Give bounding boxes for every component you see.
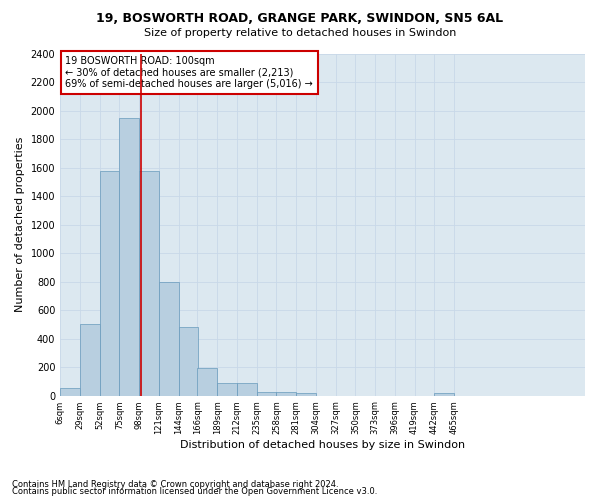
Bar [296, 392, 316, 396]
Bar [277, 392, 296, 396]
Bar [179, 328, 199, 396]
Bar [434, 392, 454, 396]
Text: Contains HM Land Registry data © Crown copyright and database right 2024.: Contains HM Land Registry data © Crown c… [12, 480, 338, 489]
Bar [80, 324, 100, 396]
Text: Contains public sector information licensed under the Open Government Licence v3: Contains public sector information licen… [12, 487, 377, 496]
Text: Size of property relative to detached houses in Swindon: Size of property relative to detached ho… [144, 28, 456, 38]
Bar [100, 170, 119, 396]
Text: 19 BOSWORTH ROAD: 100sqm
← 30% of detached houses are smaller (2,213)
69% of sem: 19 BOSWORTH ROAD: 100sqm ← 30% of detach… [65, 56, 313, 89]
Bar [257, 392, 277, 396]
X-axis label: Distribution of detached houses by size in Swindon: Distribution of detached houses by size … [180, 440, 465, 450]
Bar [60, 388, 80, 396]
Y-axis label: Number of detached properties: Number of detached properties [15, 137, 25, 312]
Bar [119, 118, 139, 396]
Bar [139, 170, 159, 396]
Text: 19, BOSWORTH ROAD, GRANGE PARK, SWINDON, SN5 6AL: 19, BOSWORTH ROAD, GRANGE PARK, SWINDON,… [97, 12, 503, 26]
Bar [217, 383, 237, 396]
Bar [159, 282, 179, 396]
Bar [237, 384, 257, 396]
Bar [197, 368, 217, 396]
